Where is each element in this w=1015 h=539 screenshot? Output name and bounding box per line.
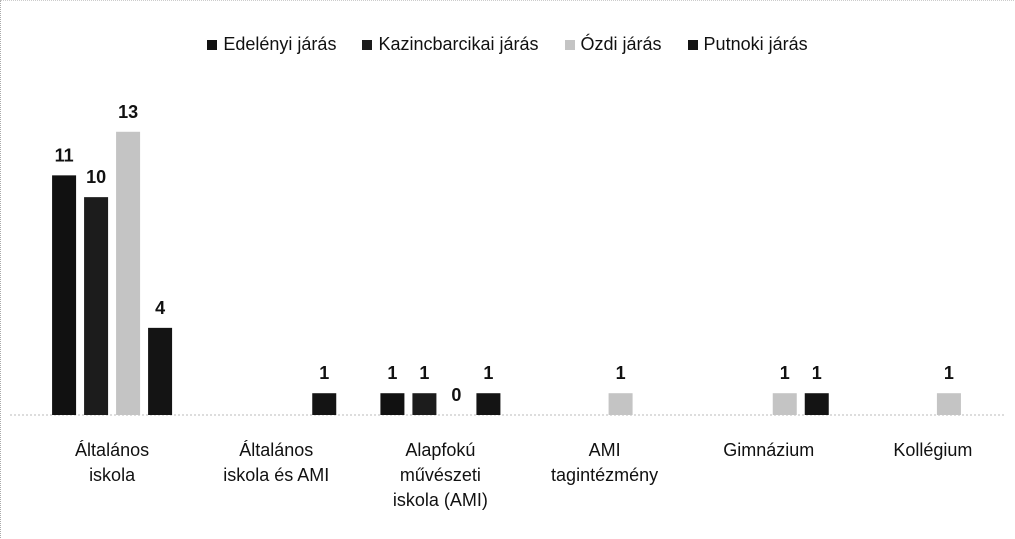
legend-item: Edelényi járás — [207, 34, 336, 55]
bar — [116, 131, 141, 416]
bar — [936, 393, 961, 415]
bar — [772, 393, 797, 415]
legend-swatch — [687, 39, 698, 50]
x-tick-label: Gimnázium — [723, 440, 815, 460]
legend-label: Putnoki járás — [703, 34, 808, 54]
data-label: 1 — [319, 363, 329, 383]
legend-label: Edelényi járás — [223, 34, 337, 54]
legend-swatch — [564, 39, 575, 50]
legend-swatch — [362, 39, 373, 50]
data-label: 11 — [55, 145, 74, 165]
x-tick-label: Kollégium — [893, 440, 973, 460]
data-label: 1 — [944, 363, 954, 383]
x-tick-label: Általános iskola és AMI — [223, 440, 330, 485]
bar — [476, 393, 501, 415]
data-label: 1 — [616, 363, 626, 383]
legend-item: Ózdi járás — [564, 34, 662, 55]
legend: Edelényi járás Kazincbarcikai járás Ózdi j… — [0, 34, 1015, 55]
data-label: 0 — [451, 385, 461, 405]
bar — [608, 393, 633, 415]
legend-label: Kazincbarcikai járás — [378, 34, 539, 54]
data-label: 1 — [780, 363, 790, 383]
data-label: 1 — [812, 363, 822, 383]
bar — [52, 175, 77, 415]
legend-swatch — [207, 39, 218, 50]
x-tick-label: Általános iskola — [75, 440, 150, 485]
x-tick-label: AMI tagintézmény — [551, 440, 659, 485]
x-tick-label: Alapfokú művészeti iskola (AMI) — [392, 440, 488, 510]
data-label: 10 — [86, 167, 106, 187]
legend-label: Ózdi járás — [580, 34, 662, 54]
data-label: 1 — [483, 363, 493, 383]
bar — [312, 393, 337, 415]
bar — [412, 393, 437, 415]
bar — [148, 327, 173, 415]
legend-item: Putnoki járás — [687, 34, 808, 55]
data-label: 13 — [118, 102, 138, 122]
bar — [804, 393, 829, 415]
data-label: 4 — [155, 298, 165, 318]
data-label: 1 — [387, 363, 397, 383]
bar — [380, 393, 405, 415]
legend-item: Kazincbarcikai járás — [362, 34, 539, 55]
bar — [84, 197, 109, 415]
data-label: 1 — [419, 363, 429, 383]
